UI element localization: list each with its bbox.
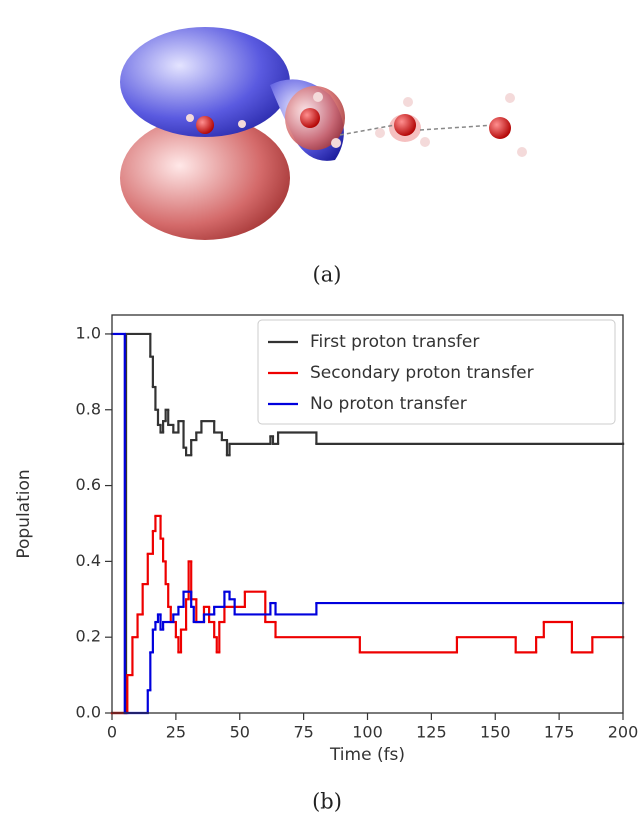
x-tick-label: 125 — [416, 723, 447, 742]
series — [112, 516, 623, 713]
caption: (b) — [312, 790, 342, 814]
page: {"caption_a": "(a)", "caption_b": "(b)",… — [0, 0, 644, 833]
legend-label: First proton transfer — [310, 332, 479, 352]
x-tick-label: 150 — [480, 723, 511, 742]
x-tick-label: 25 — [166, 723, 186, 742]
x-tick-label: 75 — [293, 723, 313, 742]
x-tick-label: 50 — [230, 723, 250, 742]
y-tick-label: 0.0 — [76, 703, 101, 722]
caption: (a) — [313, 263, 342, 287]
x-tick-label: 175 — [544, 723, 575, 742]
x-tick-label: 0 — [107, 723, 117, 742]
x-tick-label: 100 — [352, 723, 383, 742]
y-tick-label: 0.2 — [76, 627, 101, 646]
y-axis-label: Population — [14, 469, 34, 558]
x-tick-label: 200 — [608, 723, 639, 742]
y-tick-label: 1.0 — [76, 323, 101, 342]
x-axis-label: Time (fs) — [329, 745, 405, 765]
y-tick-label: 0.4 — [76, 551, 101, 570]
legend-label: No proton transfer — [310, 394, 467, 414]
molecule-image — [120, 27, 527, 240]
y-tick-label: 0.6 — [76, 475, 101, 494]
legend-label: Secondary proton transfer — [310, 363, 534, 383]
y-tick-label: 0.8 — [76, 399, 101, 418]
figure: (a) (b) 0 25 50 75 100 125 150 175 200 0.0 0.2 0.4 0… — [0, 0, 644, 833]
